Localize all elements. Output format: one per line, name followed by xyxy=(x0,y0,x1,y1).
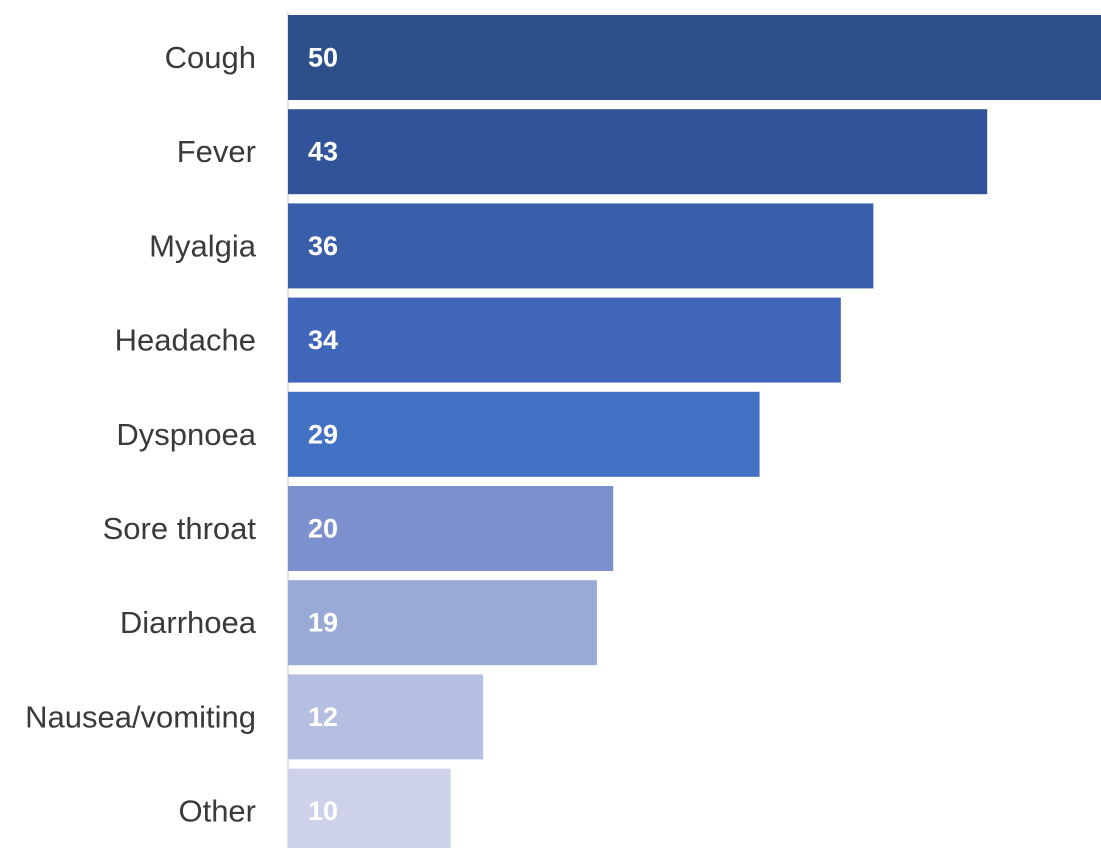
value-labels-group: 50 43 36 34 29 20 19 12 10 xyxy=(308,43,338,827)
value-label-cough: 50 xyxy=(308,43,338,73)
bar-myalgia xyxy=(288,203,874,289)
category-label-dyspnoea: Dyspnoea xyxy=(116,417,256,452)
category-label-other: Other xyxy=(178,794,256,829)
value-label-diarrhoea: 19 xyxy=(308,608,338,638)
value-label-headache: 34 xyxy=(308,325,338,355)
category-labels-group: Cough Fever Myalgia Headache Dyspnoea Sore th… xyxy=(25,40,257,829)
category-label-nausea-vomiting: Nausea/vomiting xyxy=(25,699,256,734)
bar-headache xyxy=(288,297,841,383)
value-label-other: 10 xyxy=(308,796,338,826)
bar-other xyxy=(288,768,451,848)
bar-nausea-vomiting xyxy=(288,674,484,760)
bar-dyspnoea xyxy=(288,391,760,477)
bar-sore-throat xyxy=(288,486,614,571)
category-label-myalgia: Myalgia xyxy=(149,228,257,263)
value-label-myalgia: 36 xyxy=(308,231,338,261)
category-label-diarrhoea: Diarrhoea xyxy=(120,605,257,640)
category-label-headache: Headache xyxy=(115,323,256,358)
value-label-fever: 43 xyxy=(308,137,338,167)
value-label-nausea-vomiting: 12 xyxy=(308,702,338,732)
value-label-dyspnoea: 29 xyxy=(308,419,338,449)
bar-fever xyxy=(288,109,988,195)
category-label-cough: Cough xyxy=(165,40,256,75)
bars-group xyxy=(288,15,1101,848)
category-label-sore-throat: Sore throat xyxy=(103,511,257,546)
category-label-fever: Fever xyxy=(177,134,256,169)
value-label-sore-throat: 20 xyxy=(308,514,338,544)
bar-diarrhoea xyxy=(288,580,597,666)
bar-cough xyxy=(288,15,1101,100)
